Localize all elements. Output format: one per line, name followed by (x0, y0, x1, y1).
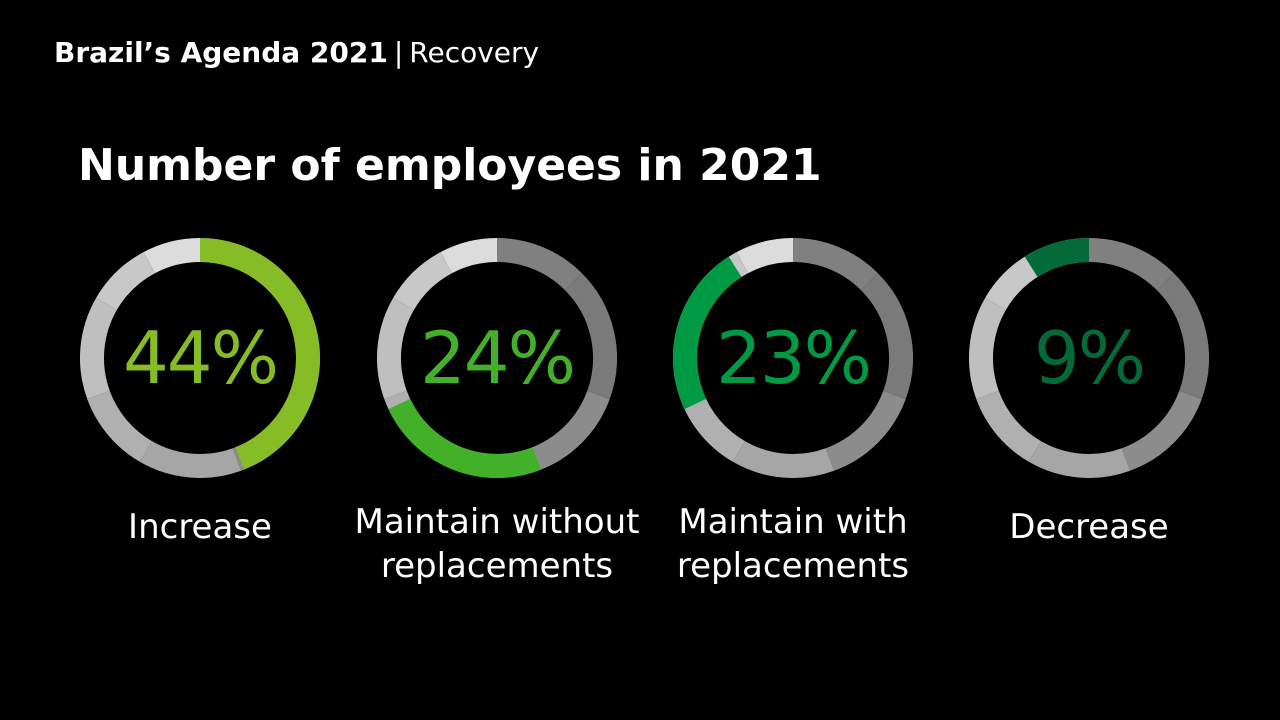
value-arc (673, 256, 742, 410)
donut-svg (377, 238, 617, 478)
ring-background-segment (96, 252, 156, 311)
slide-header: Brazil’s Agenda 2021 | Recovery (54, 34, 539, 72)
value-arc (388, 398, 542, 478)
percent-label: 23% (715, 316, 872, 400)
ring-background-segment (1029, 440, 1131, 478)
category-label: Maintain without replacements (337, 500, 657, 588)
header-separator: | (393, 36, 404, 69)
ring-background-segment (792, 238, 878, 291)
ring-background-segment (1156, 273, 1209, 400)
ring-background-segment (733, 440, 835, 478)
ring-background-segment (140, 440, 242, 478)
category-label: Increase (40, 505, 360, 549)
ring-background-segment (1088, 238, 1174, 291)
category-label-line: Decrease (1009, 507, 1169, 547)
percent-label: 24% (419, 316, 576, 400)
category-label: Maintain with replacements (633, 500, 953, 588)
ring-background-segment (736, 238, 794, 274)
donut-svg (969, 238, 1209, 478)
donut-svg (80, 238, 320, 478)
ring-background-segment (143, 238, 201, 274)
donut-2: 24% (377, 238, 617, 478)
header-section: Recovery (409, 36, 540, 69)
ring-background-segment (496, 238, 582, 291)
percent-label: 9% (1033, 316, 1146, 400)
ring-background-segment (393, 252, 453, 311)
ring-background-segment (564, 273, 617, 400)
category-label-line: replacements (676, 546, 910, 586)
donut-4: 9% (969, 238, 1209, 478)
chart-title: Number of employees in 2021 (78, 140, 822, 191)
ring-background-segment (976, 390, 1042, 462)
donut-1: 44% (80, 238, 320, 478)
ring-background-segment (1121, 390, 1202, 471)
category-label-line: Increase (128, 507, 272, 547)
ring-background-segment (529, 390, 610, 471)
ring-background-segment (87, 390, 153, 462)
ring-background-segment (969, 298, 1007, 400)
ring-background-segment (80, 298, 118, 400)
category-label: Decrease (929, 505, 1249, 549)
ring-background-segment (860, 273, 913, 400)
value-arc (199, 238, 320, 470)
category-label-line: replacements (380, 546, 614, 586)
category-label-line: Maintain with (678, 502, 908, 542)
ring-background-segment (377, 298, 415, 400)
donut-3: 23% (673, 238, 913, 478)
ring-background-segment (440, 238, 498, 274)
ring-background-segment (825, 390, 906, 471)
percent-label: 44% (122, 316, 279, 400)
value-arc (1024, 238, 1090, 278)
donut-svg (673, 238, 913, 478)
header-brand: Brazil’s Agenda 2021 (54, 36, 388, 69)
category-label-line: Maintain without (354, 502, 640, 542)
